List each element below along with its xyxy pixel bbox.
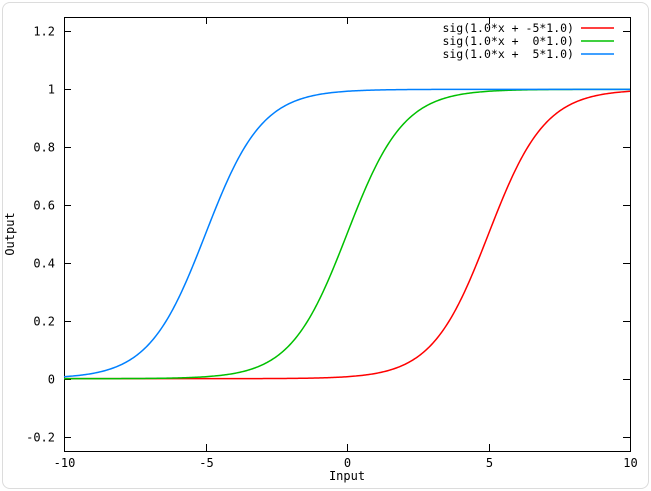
x-tick-label: -5 (199, 456, 213, 470)
curves (63, 88, 631, 380)
y-tick-label: 1 (48, 83, 55, 97)
legend: sig(1.0*x + -5*1.0)sig(1.0*x + 0*1.0)sig… (442, 21, 614, 61)
tick-labels: -10 -5 0 5 10 -0.2 0 0.2 0.4 0.6 0.8 1 1.2 (26, 25, 638, 471)
x-tick-label: 5 (486, 456, 493, 470)
x-tick-label: 10 (623, 456, 637, 470)
legend-label-0: sig(1.0*x + -5*1.0) (442, 21, 574, 35)
y-tick-label: 0.4 (33, 257, 55, 271)
x-axis-label: Input (329, 469, 365, 483)
y-tick-label: 0.8 (33, 141, 55, 155)
x-tick-label: -10 (54, 456, 76, 470)
legend-label-2: sig(1.0*x + 5*1.0) (442, 47, 574, 61)
legend-label-1: sig(1.0*x + 0*1.0) (442, 34, 574, 48)
y-tick-label: 1.2 (33, 25, 55, 39)
y-tick-label: -0.2 (26, 431, 55, 445)
y-tick-label: 0.2 (33, 315, 55, 329)
curve-series-2 (63, 88, 630, 378)
y-tick-label: 0 (48, 373, 55, 387)
y-axis-label: Output (3, 212, 17, 255)
x-tick-label: 0 (344, 456, 351, 470)
y-tick-label: 0.6 (33, 199, 55, 213)
curve-series-1 (64, 88, 630, 380)
